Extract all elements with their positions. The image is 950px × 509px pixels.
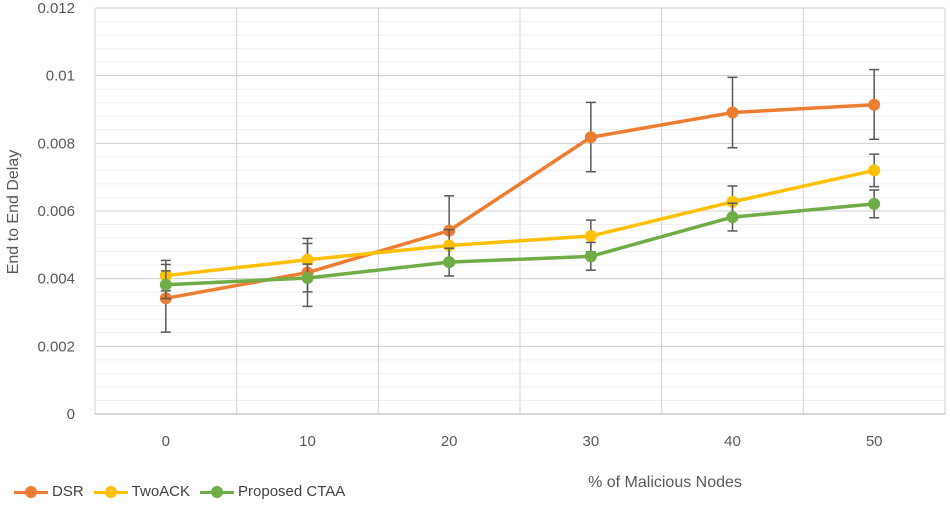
data-point-twoack [868, 164, 881, 177]
data-point-twoack [726, 195, 739, 208]
legend-label-proposed-ctaa: Proposed CTAA [238, 483, 346, 500]
data-point-proposed-ctaa [868, 197, 881, 210]
legend-item-proposed-ctaa: Proposed CTAA [200, 483, 345, 500]
data-point-proposed-ctaa [584, 250, 597, 263]
y-tick-label: 0.008 [37, 135, 75, 152]
y-tick-label: 0.01 [46, 68, 75, 85]
legend-swatch-proposed-ctaa [200, 485, 235, 499]
legend-item-dsr: DSR [14, 483, 84, 500]
legend-label-dsr: DSR [52, 483, 84, 500]
data-point-proposed-ctaa [726, 211, 739, 224]
data-point-proposed-ctaa [443, 256, 456, 269]
y-tick-label: 0.004 [37, 271, 75, 288]
data-point-proposed-ctaa [301, 271, 314, 284]
series-line-proposed-ctaa [164, 202, 876, 287]
legend-item-twoack: TwoACK [93, 483, 191, 500]
data-point-proposed-ctaa [159, 278, 172, 291]
x-tick-label: 20 [441, 433, 458, 450]
x-tick-label: 40 [724, 433, 741, 450]
series-line-twoack [164, 168, 876, 278]
x-tick-label: 10 [299, 433, 316, 450]
y-tick-label: 0.002 [37, 338, 75, 355]
y-tick-label: 0.006 [37, 203, 75, 220]
data-point-dsr [726, 106, 739, 119]
legend: DSR TwoACK Proposed CTAA [14, 483, 345, 500]
legend-label-twoack: TwoACK [131, 483, 191, 500]
data-point-dsr [584, 131, 597, 144]
gridlines [94, 7, 946, 415]
y-axis-title: End to End Delay [5, 150, 22, 275]
tick-labels: 0 0.002 0.004 0.006 0.008 0.01 0.012 0 10 20 30 40 5… [37, 0, 882, 450]
series-line-dsr [164, 103, 876, 301]
y-tick-label: 0.012 [37, 0, 75, 17]
series-group [159, 68, 881, 333]
x-tick-label: 50 [866, 433, 883, 450]
series-proposed-ctaa [159, 189, 881, 300]
x-tick-label: 0 [162, 433, 170, 450]
x-axis-title: % of Malicious Nodes [588, 474, 742, 491]
legend-swatch-dsr [14, 485, 48, 499]
data-point-twoack [584, 230, 597, 243]
x-tick-label: 30 [582, 433, 599, 450]
data-point-twoack [301, 253, 314, 266]
data-point-dsr [868, 98, 881, 111]
y-tick-label: 0 [67, 406, 75, 423]
legend-swatch-twoack [93, 485, 128, 499]
